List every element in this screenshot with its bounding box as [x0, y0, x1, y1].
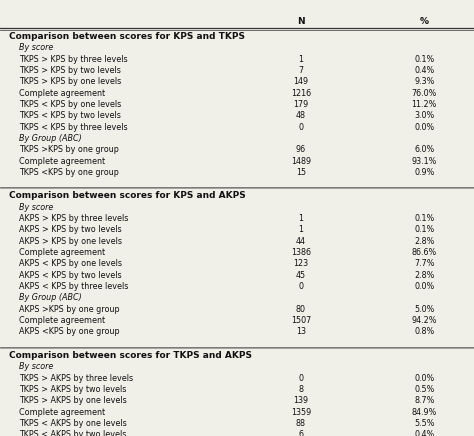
Text: AKPS < KPS by two levels: AKPS < KPS by two levels [19, 271, 122, 280]
Text: TKPS >KPS by one group: TKPS >KPS by one group [19, 145, 119, 154]
Text: By Group (ABC): By Group (ABC) [19, 293, 82, 303]
Text: 93.1%: 93.1% [411, 157, 437, 166]
Text: AKPS > KPS by three levels: AKPS > KPS by three levels [19, 214, 128, 223]
Text: 123: 123 [293, 259, 309, 269]
Text: 1: 1 [299, 225, 303, 235]
Text: 0.0%: 0.0% [414, 123, 434, 132]
Text: 1216: 1216 [291, 89, 311, 98]
Text: 7.7%: 7.7% [414, 259, 435, 269]
Text: 88: 88 [296, 419, 306, 428]
Text: 0: 0 [299, 123, 303, 132]
Text: 0: 0 [299, 374, 303, 383]
Text: Comparison between scores for KPS and TKPS: Comparison between scores for KPS and TK… [9, 32, 245, 41]
Text: By score: By score [19, 43, 53, 52]
Text: 1507: 1507 [291, 316, 311, 325]
Text: 3.0%: 3.0% [414, 111, 434, 120]
Text: AKPS <KPS by one group: AKPS <KPS by one group [19, 327, 119, 337]
Text: 86.6%: 86.6% [411, 248, 437, 257]
Text: TKPS > KPS by three levels: TKPS > KPS by three levels [19, 54, 128, 64]
Text: TKPS < AKPS by two levels: TKPS < AKPS by two levels [19, 430, 127, 436]
Text: 13: 13 [296, 327, 306, 337]
Text: AKPS < KPS by one levels: AKPS < KPS by one levels [19, 259, 122, 269]
Text: TKPS > KPS by one levels: TKPS > KPS by one levels [19, 77, 121, 86]
Text: 5.5%: 5.5% [414, 419, 435, 428]
Text: 0: 0 [299, 282, 303, 291]
Text: N: N [297, 17, 305, 27]
Text: By score: By score [19, 362, 53, 371]
Text: 1359: 1359 [291, 408, 311, 417]
Text: 5.0%: 5.0% [414, 305, 434, 314]
Text: AKPS < KPS by three levels: AKPS < KPS by three levels [19, 282, 128, 291]
Text: 6: 6 [299, 430, 303, 436]
Text: 0.0%: 0.0% [414, 374, 434, 383]
Text: 0.1%: 0.1% [414, 225, 434, 235]
Text: AKPS > KPS by two levels: AKPS > KPS by two levels [19, 225, 122, 235]
Text: 0.4%: 0.4% [414, 66, 434, 75]
Text: 44: 44 [296, 237, 306, 246]
Text: 15: 15 [296, 168, 306, 177]
Text: 149: 149 [293, 77, 309, 86]
Text: Comparison between scores for TKPS and AKPS: Comparison between scores for TKPS and A… [9, 351, 252, 360]
Text: TKPS < KPS by one levels: TKPS < KPS by one levels [19, 100, 121, 109]
Text: 8: 8 [299, 385, 303, 394]
Text: AKPS > KPS by one levels: AKPS > KPS by one levels [19, 237, 122, 246]
Text: 76.0%: 76.0% [411, 89, 437, 98]
Text: 11.2%: 11.2% [411, 100, 437, 109]
Text: AKPS >KPS by one group: AKPS >KPS by one group [19, 305, 119, 314]
Text: 96: 96 [296, 145, 306, 154]
Text: TKPS > AKPS by two levels: TKPS > AKPS by two levels [19, 385, 127, 394]
Text: 6.0%: 6.0% [414, 145, 434, 154]
Text: 179: 179 [293, 100, 309, 109]
Text: TKPS < KPS by two levels: TKPS < KPS by two levels [19, 111, 121, 120]
Text: 2.8%: 2.8% [414, 271, 434, 280]
Text: By score: By score [19, 203, 53, 212]
Text: Complete agreement: Complete agreement [19, 248, 105, 257]
Text: Complete agreement: Complete agreement [19, 316, 105, 325]
Text: 48: 48 [296, 111, 306, 120]
Text: Complete agreement: Complete agreement [19, 89, 105, 98]
Text: TKPS < AKPS by one levels: TKPS < AKPS by one levels [19, 419, 127, 428]
Text: 9.3%: 9.3% [414, 77, 434, 86]
Text: 0.8%: 0.8% [414, 327, 434, 337]
Text: 0.5%: 0.5% [414, 385, 434, 394]
Text: 0.4%: 0.4% [414, 430, 434, 436]
Text: 139: 139 [293, 396, 309, 405]
Text: TKPS < KPS by three levels: TKPS < KPS by three levels [19, 123, 128, 132]
Text: 2.8%: 2.8% [414, 237, 434, 246]
Text: 1489: 1489 [291, 157, 311, 166]
Text: By Group (ABC): By Group (ABC) [19, 134, 82, 143]
Text: 7: 7 [299, 66, 303, 75]
Text: 1: 1 [299, 214, 303, 223]
Text: TKPS > KPS by two levels: TKPS > KPS by two levels [19, 66, 121, 75]
Text: Complete agreement: Complete agreement [19, 157, 105, 166]
Text: Comparison between scores for KPS and AKPS: Comparison between scores for KPS and AK… [9, 191, 245, 201]
Text: 0.1%: 0.1% [414, 214, 434, 223]
Text: %: % [420, 17, 428, 27]
Text: 8.7%: 8.7% [414, 396, 434, 405]
Text: 1386: 1386 [291, 248, 311, 257]
Text: 0.1%: 0.1% [414, 54, 434, 64]
Text: TKPS > AKPS by one levels: TKPS > AKPS by one levels [19, 396, 127, 405]
Text: TKPS > AKPS by three levels: TKPS > AKPS by three levels [19, 374, 133, 383]
Text: Complete agreement: Complete agreement [19, 408, 105, 417]
Text: 94.2%: 94.2% [411, 316, 437, 325]
Text: 84.9%: 84.9% [411, 408, 437, 417]
Text: 1: 1 [299, 54, 303, 64]
Text: 0.0%: 0.0% [414, 282, 434, 291]
Text: 45: 45 [296, 271, 306, 280]
Text: TKPS <KPS by one group: TKPS <KPS by one group [19, 168, 119, 177]
Text: 80: 80 [296, 305, 306, 314]
Text: 0.9%: 0.9% [414, 168, 434, 177]
